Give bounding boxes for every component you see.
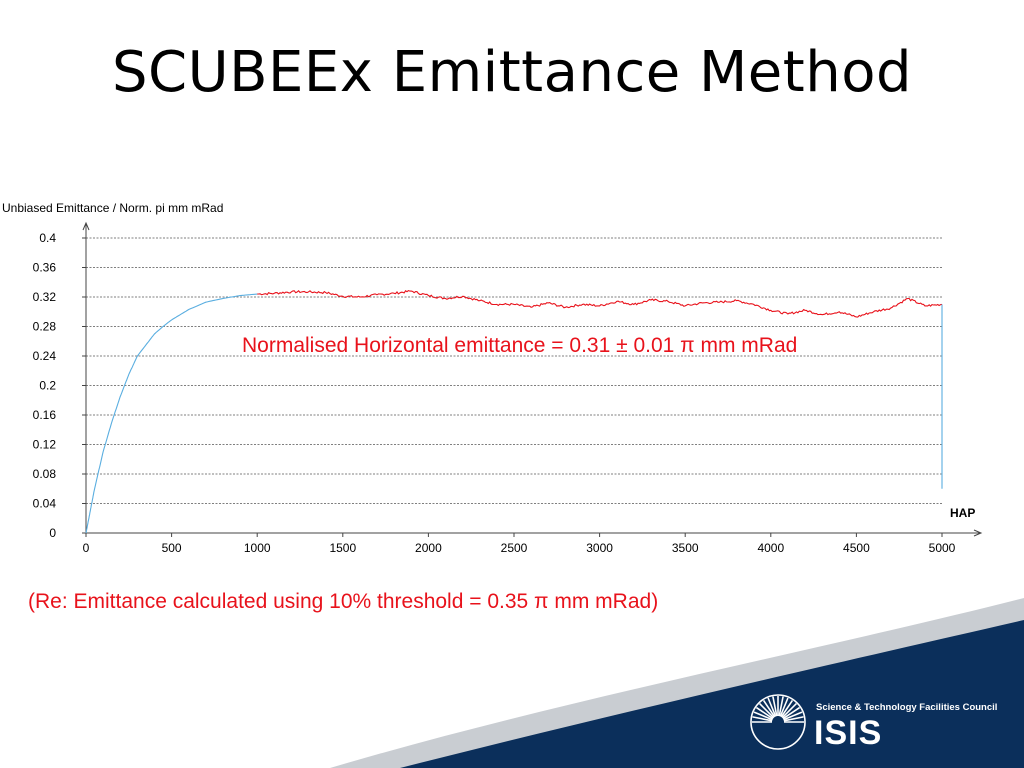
y-tick-label: 0.08 [33,467,57,481]
series-line-1 [85,293,258,534]
swoosh-navy-band [400,620,1024,768]
y-tick-label: 0.2 [39,379,56,393]
y-axis-arrow [82,221,90,231]
emittance-chart: 00.040.080.120.160.20.240.280.320.360.4 … [2,201,983,555]
logo-name: ISIS [814,714,883,752]
sunburst-ray [772,696,778,717]
y-tick-label: 0.12 [33,438,57,452]
sunburst-ray [781,703,797,719]
y-tick-label: 0.32 [33,290,57,304]
x-tick-label: 0 [83,541,90,555]
sunburst-ray [780,699,794,718]
swoosh-grey-band [330,598,1024,768]
series-lines [85,289,943,534]
x-tick-label: 4500 [843,541,870,555]
y-tick-label: 0.4 [39,231,56,245]
x-tick-label: 5000 [929,541,956,555]
x-axis-arrow [973,529,983,537]
y-tick-label: 0.24 [33,349,57,363]
x-tick-label: 1000 [244,541,271,555]
logo-organisation: Science & Technology Facilities Council [816,702,998,713]
x-tick-label: 2000 [415,541,442,555]
sunburst-ray [767,697,777,717]
x-axis-label: HAP [950,506,975,520]
threshold-footnote: (Re: Emittance calculated using 10% thre… [28,590,659,613]
y-tick-labels: 0 0.04 0.08 0.12 0.16 0.2 0.24 0.28 0.32 0.36 0.4 [33,231,57,540]
x-tick-label: 3500 [672,541,699,555]
y-tick-label: 0.28 [33,320,57,334]
y-axis-label: Unbiased Emittance / Norm. pi mm mRad [2,201,223,215]
sunburst-icon [750,694,806,750]
y-tick-label: 0.16 [33,408,57,422]
sunburst-ray [762,699,776,718]
axes [82,221,983,537]
sunburst-ray [759,703,775,719]
y-tick-label: 0.36 [33,261,57,275]
isis-logo: Science & Technology Facilities Council … [748,686,1018,756]
x-tick-label: 4000 [757,541,784,555]
sunburst-ray [779,697,789,717]
sunburst-ray [752,716,773,722]
y-tick-label: 0 [49,526,56,540]
series-line-2 [257,289,943,318]
x-tick-label: 3000 [586,541,613,555]
sunburst-ray [782,706,801,720]
sunburst-ray [753,711,773,721]
emittance-annotation: Normalised Horizontal emittance = 0.31 ±… [242,334,797,357]
slide-title: SCUBEEx Emittance Method [111,40,913,105]
y-tick-label: 0.04 [33,497,57,511]
sunburst-ray [783,711,803,721]
sunburst-ray [755,706,774,720]
x-tick-label: 2500 [501,541,528,555]
sunburst-ray [783,716,804,722]
x-tick-label: 500 [162,541,182,555]
x-tick-labels: 0 500 1000 1500 2000 2500 3000 3500 4000 4500 5000 [83,541,956,555]
grid-lines [82,237,942,534]
x-tick-label: 1500 [329,541,356,555]
sunburst-ray [778,696,784,717]
sunburst-ring [750,694,806,750]
